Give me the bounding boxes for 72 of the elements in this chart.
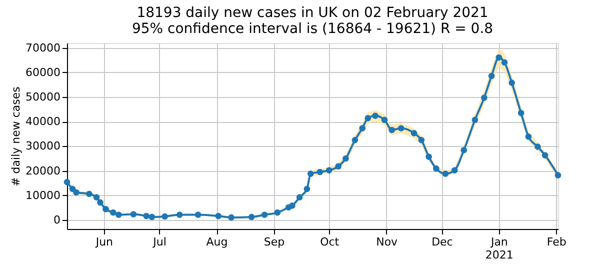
y-tick-label: 60000: [26, 66, 60, 79]
y-tick-label: 40000: [26, 115, 60, 128]
y-tick-label: 0: [54, 213, 60, 226]
x-tick-label: Aug: [206, 236, 228, 248]
point: [481, 94, 488, 101]
y-tick-label: 20000: [26, 164, 60, 178]
x-tick-label: Jul: [152, 236, 166, 248]
x-tick-label: Jan 2021: [485, 236, 514, 262]
point: [194, 212, 202, 218]
point: [304, 186, 310, 192]
x-tick-label: Nov: [376, 236, 398, 248]
x-tick-label: Dec: [432, 236, 453, 248]
x-tick-label: Feb: [546, 236, 566, 248]
point: [215, 212, 222, 220]
point: [176, 212, 183, 218]
point: [501, 59, 508, 66]
point: [410, 130, 418, 136]
point: [542, 152, 548, 158]
point: [398, 125, 404, 132]
point: [326, 167, 332, 174]
x-tick-label: Sep: [264, 236, 285, 248]
point: [307, 170, 314, 177]
point: [352, 136, 358, 144]
point: [274, 209, 281, 216]
point: [488, 72, 495, 80]
point: [534, 144, 541, 150]
point: [64, 178, 70, 186]
point: [426, 154, 432, 160]
y-axis-title: # daily new cases: [10, 86, 23, 186]
y-tick-label: 70000: [26, 41, 60, 54]
point: [518, 110, 524, 116]
chart-subtitle: 95% confidence interval is (16864 - 19621) R = 0.8: [132, 20, 494, 37]
point: [388, 126, 396, 134]
point: [261, 212, 268, 218]
y-tick-label: 30000: [26, 140, 60, 153]
point: [460, 146, 468, 154]
point: [418, 136, 425, 144]
point: [496, 54, 502, 61]
point: [97, 199, 104, 206]
point: [442, 170, 449, 177]
point: [372, 112, 378, 119]
point: [289, 202, 296, 209]
point: [116, 212, 122, 218]
point: [248, 214, 255, 220]
point: [472, 116, 478, 124]
y-tick-label: 10000: [26, 188, 60, 202]
point: [162, 213, 168, 220]
point: [433, 165, 440, 172]
point: [148, 214, 156, 220]
point: [335, 163, 342, 170]
point: [316, 168, 324, 176]
x-tick-label: Oct: [320, 236, 340, 248]
point: [296, 194, 303, 200]
point: [364, 115, 372, 122]
y-tick-label: 50000: [26, 90, 60, 104]
point: [93, 194, 100, 200]
point: [86, 190, 92, 198]
point: [342, 155, 349, 162]
point: [73, 189, 80, 196]
point: [110, 209, 116, 216]
chart-title: 18193 daily new cases in UK on 02 February 2021: [136, 4, 488, 21]
x-tick-label: Jun: [94, 236, 114, 248]
point: [130, 211, 137, 218]
point: [554, 172, 562, 178]
point: [102, 206, 109, 212]
point: [525, 133, 532, 140]
point: [508, 80, 516, 86]
point: [451, 167, 458, 174]
point: [228, 214, 234, 221]
point: [381, 116, 388, 124]
point: [359, 125, 366, 132]
point: [143, 212, 150, 220]
